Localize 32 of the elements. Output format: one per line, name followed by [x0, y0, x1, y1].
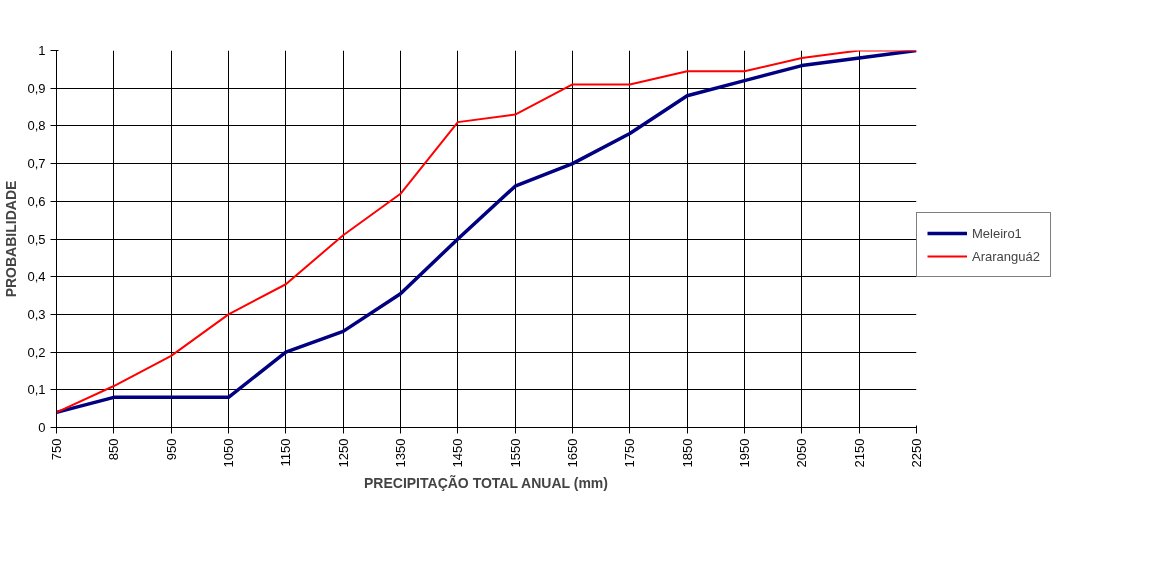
y-tick-label: 1: [38, 43, 46, 58]
x-tick-label: 1050: [221, 438, 236, 468]
y-tick-label: 0,4: [27, 269, 46, 285]
x-tick-label: 1250: [335, 438, 351, 468]
x-tick-label: 2050: [794, 438, 810, 468]
x-tick-label: 1550: [507, 438, 523, 468]
y-axis-title: PROBABILIDADE: [3, 180, 20, 298]
x-tick-label: 2250: [909, 438, 924, 468]
x-tick-label: 1950: [737, 438, 752, 468]
x-tick-label: 1850: [679, 438, 695, 468]
x-tick-label: 1350: [393, 438, 408, 468]
x-tick-label: 750: [49, 438, 64, 461]
y-tick-label: 0,6: [27, 193, 46, 209]
y-tick-label: 0,9: [27, 80, 46, 96]
x-tick-label: 850: [106, 438, 122, 461]
y-tick-label: 0: [38, 420, 46, 435]
x-tick-label: 1450: [450, 438, 466, 468]
x-axis-title: PRECIPITAÇÃO TOTAL ANUAL (mm): [364, 474, 608, 492]
y-tick-label: 0,3: [27, 306, 46, 322]
y-tick-label: 0,8: [27, 118, 46, 134]
y-tick-label: 0,7: [27, 156, 46, 172]
legend-label: Meleiro1: [972, 225, 1022, 241]
y-tick-label: 0,5: [27, 231, 46, 247]
y-tick-label: 0,2: [27, 344, 46, 360]
line-series: [56, 50, 917, 415]
x-tick-label: 1650: [565, 438, 580, 468]
y-tick-label: 0,1: [27, 382, 46, 398]
x-tick-label: 1750: [622, 438, 638, 468]
legend-label: Araranguá2: [972, 248, 1040, 264]
x-tick-label: 950: [163, 438, 179, 461]
x-tick-label: 2150: [851, 438, 867, 468]
x-tick-label: 1150: [278, 438, 294, 467]
